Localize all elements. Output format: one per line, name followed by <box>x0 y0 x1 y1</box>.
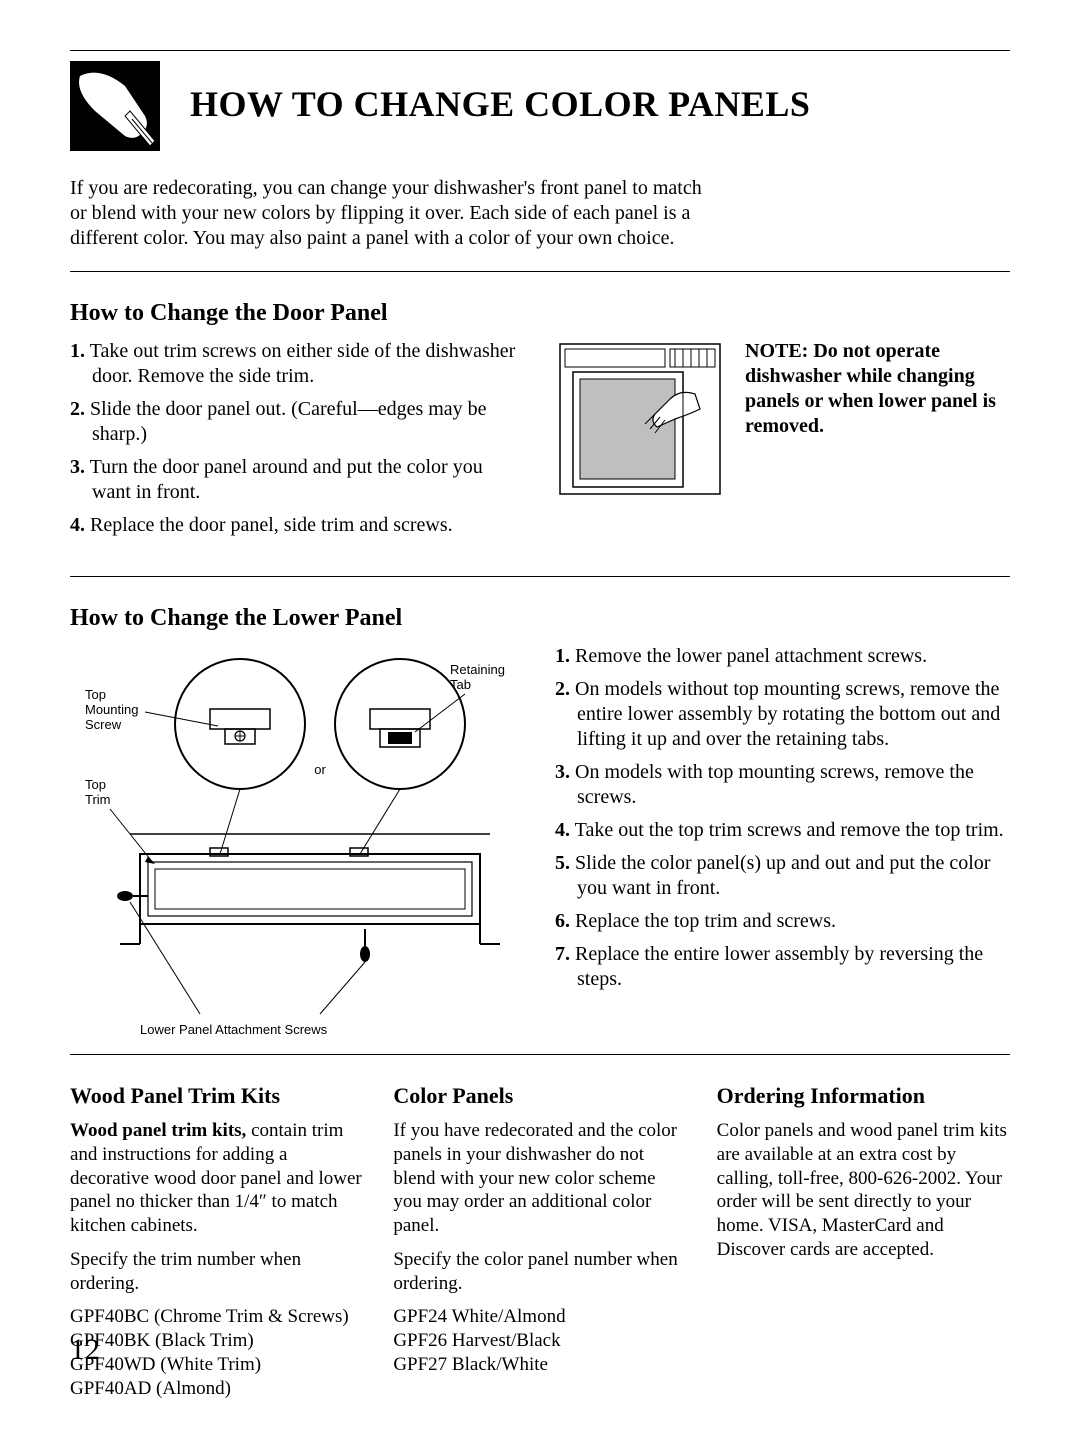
wood-kits-p1: Wood panel trim kits, contain trim and i… <box>70 1119 363 1238</box>
lower-step-3: On models with top mounting screws, remo… <box>575 761 974 808</box>
lower-panel-heading: How to Change the Lower Panel <box>70 605 1010 632</box>
wood-kits-list: GPF40BC (Chrome Trim & Screws) GPF40BK (… <box>70 1305 363 1400</box>
svg-text:Trim: Trim <box>85 792 111 807</box>
door-panel-heading: How to Change the Door Panel <box>70 300 1010 327</box>
page-number: 12 <box>70 1333 100 1367</box>
color-panels-list: GPF24 White/Almond GPF26 Harvest/Black G… <box>393 1305 686 1376</box>
header-icon <box>70 61 160 151</box>
door-panel-note: NOTE: Do not operate dishwasher while ch… <box>745 339 1010 546</box>
svg-text:Screw: Screw <box>85 717 122 732</box>
or-label: or <box>314 762 326 777</box>
top-trim-label: Top <box>85 777 106 792</box>
lower-step-5: Slide the color panel(s) up and out and … <box>575 852 990 899</box>
door-panel-diagram <box>555 339 725 546</box>
lower-step-4: Take out the top trim screws and remove … <box>575 819 1004 841</box>
door-step-4: Replace the door panel, side trim and sc… <box>90 514 453 536</box>
lower-step-7: Replace the entire lower assembly by rev… <box>575 943 983 990</box>
ordering-heading: Ordering Information <box>717 1083 1010 1109</box>
lower-step-1: Remove the lower panel attachment screws… <box>575 645 927 667</box>
door-step-2: Slide the door panel out. (Careful—edges… <box>90 398 487 445</box>
door-step-1: Take out trim screws on either side of t… <box>90 340 516 387</box>
door-step-3: Turn the door panel around and put the c… <box>90 456 483 503</box>
lower-screws-label: Lower Panel Attachment Screws <box>140 1022 328 1037</box>
lower-panel-steps: 1. Remove the lower panel attachment scr… <box>555 644 1010 992</box>
lower-step-2: On models without top mounting screws, r… <box>575 678 1000 750</box>
svg-text:Mounting: Mounting <box>85 702 138 717</box>
door-panel-steps: 1. Take out trim screws on either side o… <box>70 339 525 538</box>
top-mounting-label: Top <box>85 687 106 702</box>
color-panels-p2: Specify the color panel number when orde… <box>393 1248 686 1296</box>
lower-step-6: Replace the top trim and screws. <box>575 910 836 932</box>
retaining-tab-label: Retaining <box>450 662 505 677</box>
page-title: HOW TO CHANGE COLOR PANELS <box>190 83 810 125</box>
svg-text:Tab: Tab <box>450 677 471 692</box>
wood-kits-heading: Wood Panel Trim Kits <box>70 1083 363 1109</box>
color-panels-heading: Color Panels <box>393 1083 686 1109</box>
intro-text: If you are redecorating, you can change … <box>70 176 710 251</box>
ordering-p1: Color panels and wood panel trim kits ar… <box>717 1119 1010 1262</box>
wood-kits-p2: Specify the trim number when ordering. <box>70 1248 363 1296</box>
lower-panel-diagram: or Top Mounting Screw Retaining Tab Top … <box>70 644 525 1044</box>
color-panels-p1: If you have redecorated and the color pa… <box>393 1119 686 1238</box>
